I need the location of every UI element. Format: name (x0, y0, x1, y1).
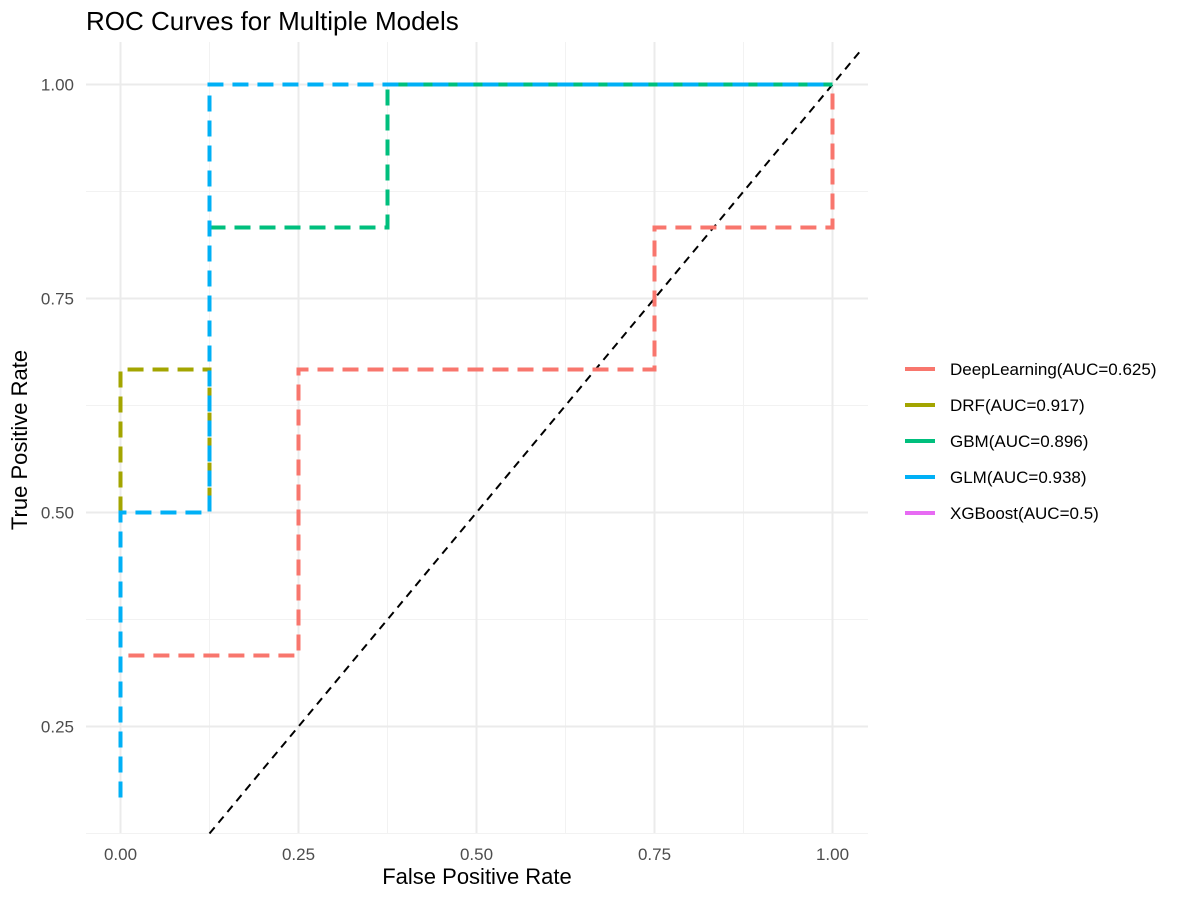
diagonal-reference-line (208, 49, 862, 835)
y-tick-label: 1.00 (41, 76, 74, 95)
series-line-1 (118, 367, 212, 513)
legend-label: XGBoost(AUC=0.5) (950, 504, 1099, 523)
series-lines (118, 82, 835, 798)
series-line-0 (118, 84, 835, 798)
x-tick-label: 0.75 (638, 845, 671, 864)
legend-label: GLM(AUC=0.938) (950, 468, 1087, 487)
grid (86, 42, 868, 834)
x-tick-label: 0.25 (282, 845, 315, 864)
legend-label: DeepLearning(AUC=0.625) (950, 360, 1157, 379)
diagonal-reference (208, 49, 862, 835)
legend-label: GBM(AUC=0.896) (950, 432, 1088, 451)
series-line-3 (118, 82, 833, 798)
y-axis-title: True Positive Rate (7, 350, 32, 530)
y-tick-label: 0.25 (41, 718, 74, 737)
y-tick-label: 0.50 (41, 504, 74, 523)
x-tick-label: 0.00 (104, 845, 137, 864)
x-tick-label: 1.00 (816, 845, 849, 864)
legend: DeepLearning(AUC=0.625) DRF(AUC=0.917) GBM… (905, 360, 1157, 523)
tick-labels: 0.00 0.25 0.50 0.75 1.00 0.25 0.50 0.75 1.00 (41, 76, 849, 865)
series-line-2 (209, 82, 833, 230)
y-tick-label: 0.75 (41, 290, 74, 309)
chart-title: ROC Curves for Multiple Models (86, 6, 459, 36)
legend-label: DRF(AUC=0.917) (950, 396, 1085, 415)
x-tick-label: 0.50 (460, 845, 493, 864)
x-axis-title: False Positive Rate (382, 864, 572, 889)
